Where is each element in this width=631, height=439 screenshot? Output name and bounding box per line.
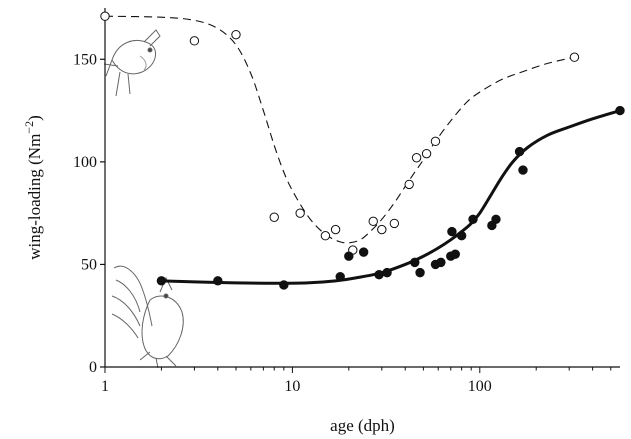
y-tick-label: 0 [89, 359, 97, 376]
series-2-data-point [615, 105, 625, 116]
series-1-data-point [377, 224, 387, 235]
series-1-data-point [269, 212, 279, 222]
series-1-data-point [320, 231, 331, 241]
series-1-data-point [189, 36, 200, 46]
series-2-data-point [468, 214, 478, 224]
series-1-data-point [569, 52, 580, 62]
adult-bird-illustration [111, 265, 184, 369]
series-2-data-point [415, 267, 425, 278]
series-2-data-point [382, 267, 392, 278]
x-tick-label: 100 [468, 378, 492, 395]
series-2-data-point [344, 251, 354, 261]
series-2-data-point [491, 214, 501, 224]
series-1-data-point [330, 224, 341, 235]
fledgling-bird-illustration [103, 29, 161, 97]
series-2-data-point [410, 257, 420, 268]
series-2-data-point [213, 276, 223, 286]
series-1-data-point [389, 218, 400, 229]
y-tick-label: 50 [81, 256, 97, 273]
series-2-data-point [156, 276, 167, 286]
series-1-data-point [430, 136, 441, 147]
series-1-data-point [368, 216, 378, 227]
y-axis-label: wing-loading (Nm−2) [22, 115, 44, 260]
series-2-data-point [279, 280, 289, 290]
series-2-data-point [447, 226, 457, 237]
series-1-fit-curve [104, 15, 575, 244]
series-2-fit-curve [161, 109, 621, 285]
series-1-data-point [421, 148, 432, 159]
series-1-data-point [411, 153, 422, 163]
x-axis-label: age (dph) [330, 416, 395, 435]
series-2-data-point [514, 146, 525, 157]
series-1-data-point [231, 29, 241, 40]
y-tick-label: 100 [73, 154, 97, 171]
x-tick-label: 1 [101, 378, 109, 395]
series-2-data-point [456, 231, 467, 241]
series-2-data-point [358, 247, 369, 257]
series-2-data-point [436, 257, 446, 268]
series-2-data-point [374, 269, 384, 280]
x-tick-label: 10 [284, 378, 300, 395]
y-tick-label: 150 [73, 51, 97, 68]
series-1-data-point [295, 208, 305, 218]
series-1-data-point [404, 179, 414, 190]
series-2-data-point [335, 272, 345, 282]
series-2-data-point [518, 165, 528, 175]
series-2-data-point [450, 249, 460, 259]
series-1-data-point [100, 11, 110, 21]
